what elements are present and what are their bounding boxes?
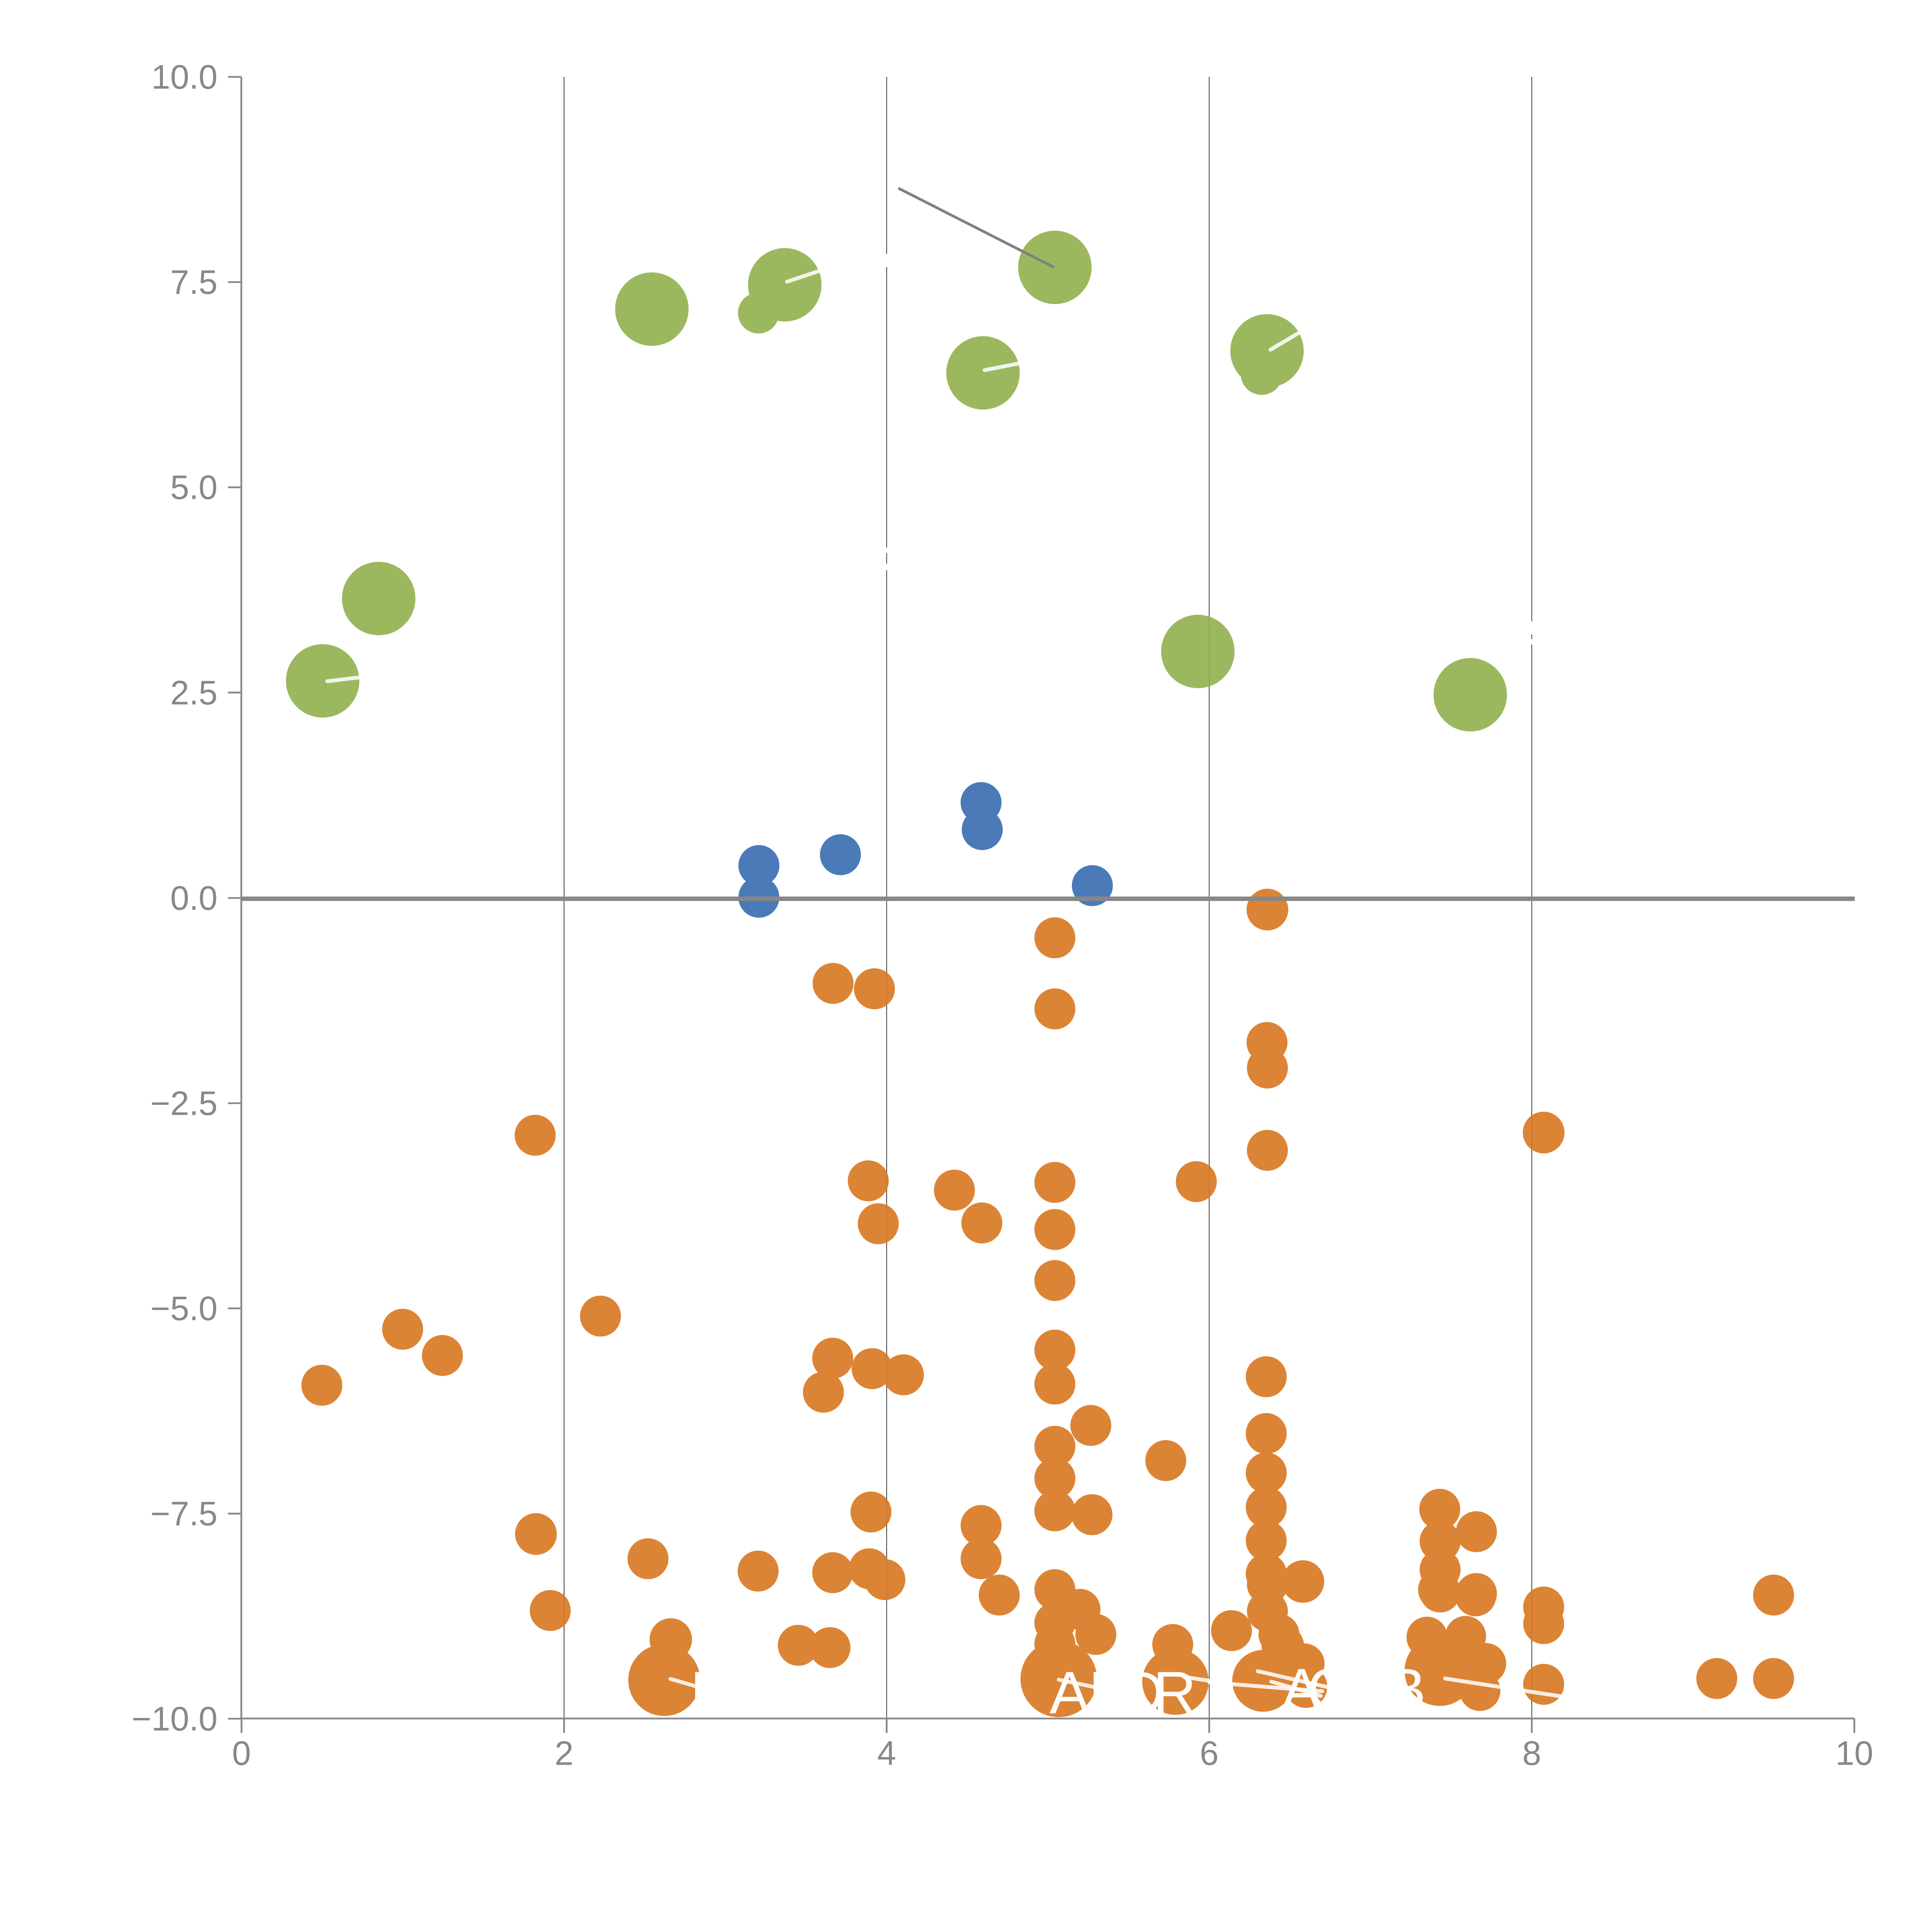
svg-text:2.5: 2.5 [170, 673, 218, 712]
svg-text:P: P [690, 1659, 730, 1726]
svg-text:7.5: 7.5 [170, 263, 218, 301]
svg-text:A: A [1282, 1656, 1321, 1721]
svg-text:F: F [1089, 1659, 1126, 1726]
svg-text:−5.0: −5.0 [150, 1289, 218, 1328]
svg-text:6: 6 [1200, 1734, 1219, 1772]
svg-text:0.0: 0.0 [170, 879, 218, 917]
svg-text:−10.0: −10.0 [131, 1700, 218, 1738]
svg-text:5.0: 5.0 [170, 468, 218, 507]
svg-text:−7.5: −7.5 [150, 1495, 218, 1533]
svg-text:2: 2 [554, 1734, 573, 1772]
svg-text:8: 8 [1522, 1734, 1541, 1772]
svg-text:B: B [1387, 1656, 1426, 1721]
svg-text:R: R [1153, 1659, 1196, 1726]
svg-text:−2.5: −2.5 [150, 1084, 218, 1122]
svg-text:C: C [1308, 1656, 1349, 1721]
svg-text:0: 0 [232, 1734, 251, 1772]
svg-text:4: 4 [877, 1734, 896, 1772]
svg-text:D: D [1121, 1659, 1165, 1726]
svg-text:10.0: 10.0 [151, 58, 218, 96]
svg-text:A: A [1049, 1659, 1090, 1726]
svg-text:10: 10 [1835, 1734, 1873, 1772]
